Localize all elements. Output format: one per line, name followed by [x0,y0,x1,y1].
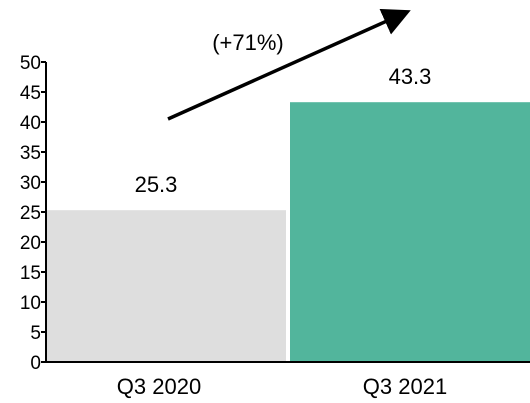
y-tick-label: 20 [20,233,41,254]
bar-q3-2021 [290,102,530,362]
data-label: 25.3 [135,172,178,197]
y-tick-label: 35 [20,143,41,164]
y-tick-label: 50 [20,53,41,74]
growth-arrow [167,8,411,121]
y-tick-label: 15 [20,263,41,284]
category-label: Q3 2020 [117,374,201,399]
data-label: 43.3 [389,64,432,89]
y-tick-label: 0 [30,353,41,374]
category-label: Q3 2021 [363,374,447,399]
bar-q3-2020 [46,210,286,362]
y-tick-label: 40 [20,113,41,134]
y-tick-label: 10 [20,293,41,314]
y-tick-label: 25 [20,203,41,224]
y-tick-label: 5 [30,323,41,344]
y-tick-label: 45 [20,83,41,104]
growth-annotation: (+71%) [212,30,284,55]
y-tick-label: 30 [20,173,41,194]
